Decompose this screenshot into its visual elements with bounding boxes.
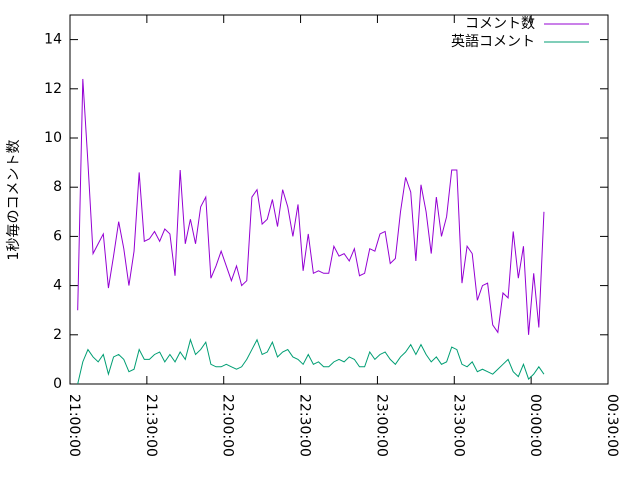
- series-line: [77, 78, 545, 335]
- y-tick-label: 14: [44, 32, 62, 48]
- plot-frame: [69, 14, 609, 385]
- x-tick-label: 21:00:00: [66, 394, 82, 457]
- y-axis-label: 1秒毎のコメント数: [6, 140, 22, 261]
- legend-label: 英語コメント: [451, 33, 535, 50]
- x-tick-label: 22:30:00: [297, 394, 313, 457]
- y-tick-label: 10: [44, 130, 62, 146]
- y-tick-label: 12: [44, 81, 62, 97]
- x-tick-label: 23:30:00: [450, 394, 466, 457]
- y-tick-label: 6: [53, 228, 62, 244]
- x-tick-label: 22:00:00: [220, 394, 236, 457]
- y-tick-label: 4: [53, 278, 62, 294]
- y-tick-label: 2: [53, 327, 62, 343]
- y-tick-label: 8: [53, 179, 62, 195]
- x-tick-label: 23:00:00: [373, 394, 389, 457]
- series-line: [77, 337, 545, 385]
- x-tick-label: 21:30:00: [143, 394, 159, 457]
- x-tick-label: 00:00:00: [527, 394, 543, 457]
- y-tick-label: 0: [53, 376, 62, 392]
- x-tick-label: 00:30:00: [604, 394, 620, 457]
- legend-label: コメント数: [465, 16, 535, 32]
